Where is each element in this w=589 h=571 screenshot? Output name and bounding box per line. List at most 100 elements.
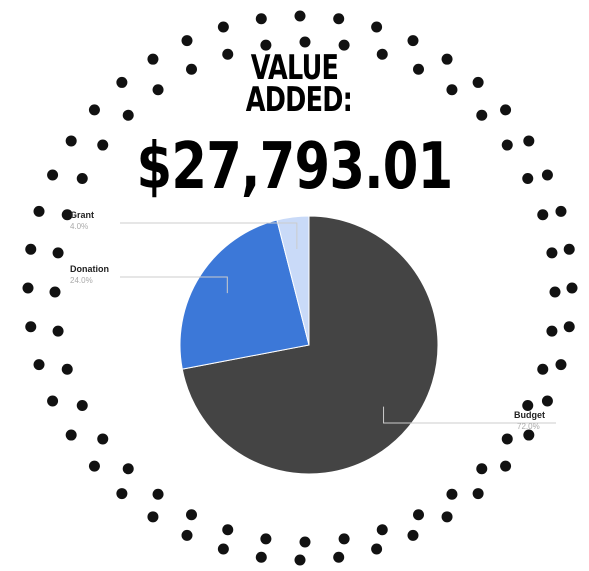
dot bbox=[122, 109, 134, 121]
dot bbox=[52, 247, 64, 259]
dot bbox=[116, 76, 128, 88]
slice-label: Budget bbox=[514, 410, 545, 420]
dot bbox=[52, 325, 64, 337]
dot bbox=[76, 399, 88, 411]
chart-subtitle: $27,793.01 bbox=[136, 130, 454, 204]
slice-value-label: 4.0% bbox=[70, 222, 88, 231]
dot bbox=[376, 524, 388, 536]
dot bbox=[25, 243, 37, 255]
dot bbox=[22, 282, 34, 294]
dot bbox=[260, 39, 272, 51]
dot bbox=[116, 488, 128, 500]
dot bbox=[472, 76, 484, 88]
dot bbox=[186, 509, 198, 521]
dot bbox=[500, 104, 512, 116]
dot bbox=[33, 359, 45, 371]
slice-label: Grant bbox=[70, 210, 94, 220]
dot bbox=[523, 135, 535, 147]
chart-title-text: VALUE ADDED: bbox=[245, 48, 353, 120]
pie-slice bbox=[179, 219, 310, 370]
dot bbox=[501, 433, 513, 445]
dot bbox=[152, 84, 164, 96]
dot bbox=[217, 543, 229, 555]
dot bbox=[541, 395, 553, 407]
slice-value-label: 24.0% bbox=[70, 276, 93, 285]
dot bbox=[546, 247, 558, 259]
dot bbox=[537, 363, 549, 375]
dot bbox=[181, 35, 193, 47]
dot bbox=[407, 35, 419, 47]
dot bbox=[441, 53, 453, 65]
dot bbox=[147, 53, 159, 65]
dot bbox=[472, 488, 484, 500]
dot bbox=[88, 460, 100, 472]
pie-slice bbox=[181, 215, 439, 475]
dot bbox=[333, 13, 345, 25]
dot bbox=[537, 209, 549, 221]
dot bbox=[563, 243, 575, 255]
dot bbox=[61, 209, 73, 221]
dot bbox=[476, 463, 488, 475]
dot bbox=[47, 395, 59, 407]
leader-line bbox=[120, 222, 298, 250]
dot bbox=[294, 10, 306, 22]
dot bbox=[65, 429, 77, 441]
dot bbox=[566, 282, 578, 294]
dot bbox=[25, 321, 37, 333]
chart-title: VALUE ADDED: bbox=[74, 48, 516, 120]
dot bbox=[376, 48, 388, 60]
dot bbox=[294, 554, 306, 566]
dot bbox=[299, 36, 311, 48]
dot bbox=[371, 21, 383, 33]
dot bbox=[476, 109, 488, 121]
dot bbox=[33, 205, 45, 217]
dot bbox=[47, 169, 59, 181]
dot bbox=[441, 511, 453, 523]
dot bbox=[446, 84, 458, 96]
dot bbox=[217, 21, 229, 33]
dot bbox=[501, 139, 513, 151]
dot bbox=[222, 48, 234, 60]
dot bbox=[522, 173, 534, 185]
dot bbox=[260, 533, 272, 545]
pie-slice bbox=[276, 215, 310, 346]
dot bbox=[549, 286, 561, 298]
dot bbox=[255, 551, 267, 563]
dot bbox=[65, 135, 77, 147]
dot bbox=[88, 104, 100, 116]
dot bbox=[446, 488, 458, 500]
dot bbox=[412, 63, 424, 75]
dot bbox=[61, 363, 73, 375]
dot bbox=[338, 533, 350, 545]
dot bbox=[522, 399, 534, 411]
dot bbox=[412, 509, 424, 521]
dot bbox=[333, 551, 345, 563]
dot bbox=[523, 429, 535, 441]
dot bbox=[299, 536, 311, 548]
slice-label: Donation bbox=[70, 264, 109, 274]
dot bbox=[97, 433, 109, 445]
dot bbox=[181, 529, 193, 541]
dot bbox=[152, 488, 164, 500]
dot bbox=[222, 524, 234, 536]
dot bbox=[407, 529, 419, 541]
dot bbox=[563, 321, 575, 333]
dot bbox=[546, 325, 558, 337]
dot bbox=[371, 543, 383, 555]
dot bbox=[97, 139, 109, 151]
dot bbox=[500, 460, 512, 472]
leader-line bbox=[120, 276, 228, 294]
leader-line bbox=[383, 406, 556, 424]
dot bbox=[76, 173, 88, 185]
dot bbox=[541, 169, 553, 181]
dot bbox=[122, 463, 134, 475]
dot bbox=[255, 13, 267, 25]
slice-value-label: 72.0% bbox=[517, 422, 540, 431]
dot bbox=[338, 39, 350, 51]
dot bbox=[555, 205, 567, 217]
dot bbox=[186, 63, 198, 75]
dot bbox=[147, 511, 159, 523]
dot bbox=[49, 286, 61, 298]
